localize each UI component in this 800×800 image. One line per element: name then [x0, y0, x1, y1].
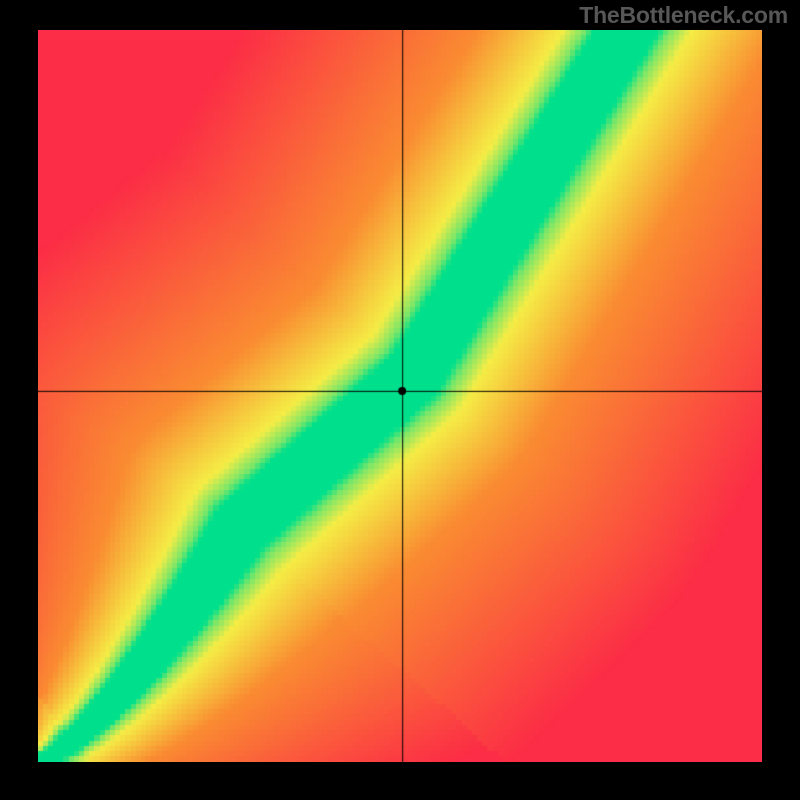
chart-container: TheBottleneck.com [0, 0, 800, 800]
watermark-text: TheBottleneck.com [579, 2, 788, 29]
bottleneck-heatmap [38, 30, 762, 762]
